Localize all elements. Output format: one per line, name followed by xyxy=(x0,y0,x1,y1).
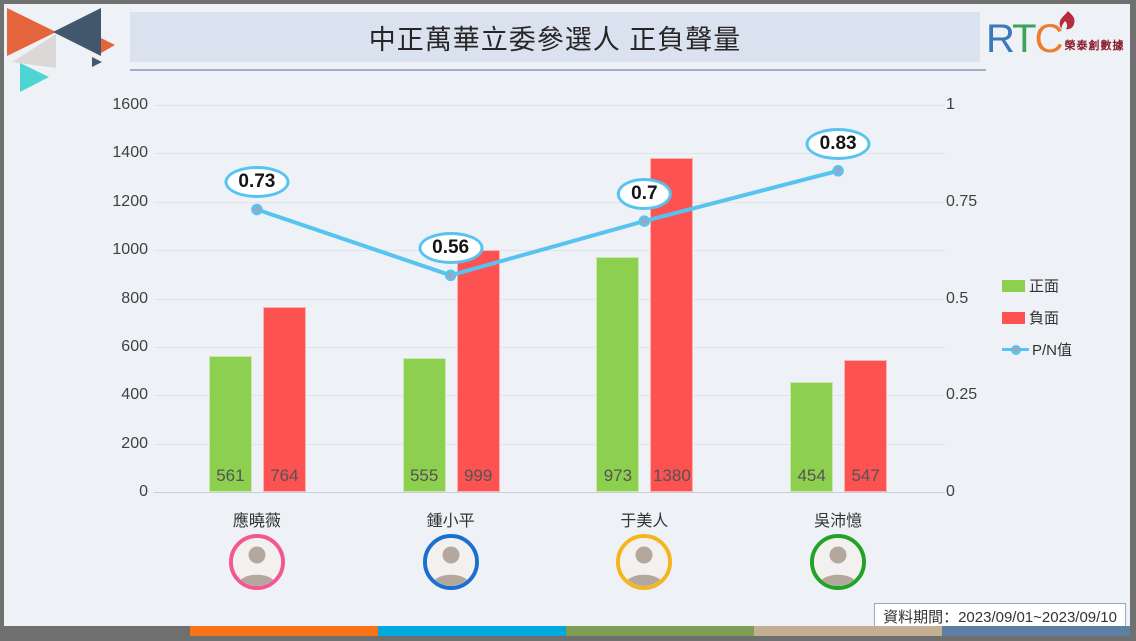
grid-line xyxy=(154,105,945,106)
bottom-bar xyxy=(4,626,1130,641)
person-silhouette-icon xyxy=(620,538,669,586)
strip-segment xyxy=(942,626,1130,636)
header-band: 中正萬華立委參選人 正負聲量 xyxy=(130,12,980,62)
pn-value-label: 0.56 xyxy=(418,232,484,265)
bar-negative xyxy=(456,250,500,492)
pn-value-label: 0.83 xyxy=(805,127,871,160)
y-axis-label-right: 0.25 xyxy=(946,386,978,404)
rtc-logo: RTC 榮泰創數據 xyxy=(986,11,1125,61)
pn-point xyxy=(251,203,263,216)
footer-strip xyxy=(190,626,1130,636)
pn-point xyxy=(444,269,457,282)
bar-positive xyxy=(208,356,252,492)
category-label: 吳沛憶 xyxy=(814,513,863,530)
bar-positive xyxy=(402,357,446,492)
grid-line xyxy=(154,298,945,300)
category-label: 應曉薇 xyxy=(232,513,281,530)
decor-triangles-icon xyxy=(7,8,115,92)
y-axis-label-left: 400 xyxy=(121,386,148,404)
pn-point xyxy=(832,165,844,177)
legend: 正面負面 P/N值 xyxy=(1002,276,1072,372)
avatar xyxy=(616,534,673,590)
category-label: 鍾小平 xyxy=(426,513,475,530)
legend-item: 負面 xyxy=(1002,308,1072,327)
bar-negative xyxy=(844,359,888,492)
logo-letter-c: C xyxy=(1034,17,1064,61)
bar-value-label: 454 xyxy=(797,466,826,485)
pn-point xyxy=(638,215,651,227)
avatar xyxy=(228,534,285,590)
brand-text: 榮泰創數據 xyxy=(1064,40,1125,52)
bar-value-label: 973 xyxy=(603,466,633,485)
pn-line xyxy=(251,165,844,282)
legend-swatch xyxy=(1002,311,1025,324)
strip-segment xyxy=(378,626,566,636)
bar-positive xyxy=(790,382,834,492)
person-silhouette-icon xyxy=(426,538,475,586)
y-axis-label-left: 1600 xyxy=(112,96,148,113)
avatar xyxy=(422,534,479,590)
bar-value-label: 561 xyxy=(216,466,245,485)
bar-value-label: 764 xyxy=(270,466,299,485)
grid-line xyxy=(154,153,945,155)
bar-value-label: 555 xyxy=(409,466,439,485)
period-label: 資料期間：2023/09/01~2023/09/10 xyxy=(883,609,1117,626)
bar-negative xyxy=(262,307,306,492)
y-axis-label-left: 1000 xyxy=(112,241,148,259)
bar-value-label: 999 xyxy=(463,466,493,485)
avatar xyxy=(810,534,867,590)
page-title: 中正萬華立委參選人 正負聲量 xyxy=(368,24,742,55)
y-axis-label-left: 1200 xyxy=(112,192,148,210)
legend-swatch xyxy=(1002,344,1029,355)
strip-segment xyxy=(190,626,378,636)
bar-value-label: 1380 xyxy=(652,466,691,485)
legend-swatch xyxy=(1002,279,1025,292)
y-axis-label-right: 0.5 xyxy=(946,289,969,307)
y-axis-label-left: 600 xyxy=(121,337,148,355)
y-axis-label-right: 0 xyxy=(946,483,955,500)
y-axis-label-right: 0.75 xyxy=(946,192,978,210)
y-axis-label-left: 200 xyxy=(121,434,148,452)
strip-segment xyxy=(566,626,754,636)
grid-line xyxy=(154,395,945,397)
pn-value-label: 0.73 xyxy=(224,166,290,199)
grid-line xyxy=(154,346,945,348)
legend-label: 正面 xyxy=(1029,278,1060,295)
legend-label: 負面 xyxy=(1029,310,1060,327)
grid-line xyxy=(154,201,945,203)
legend-item: 正面 xyxy=(1002,276,1072,295)
y-axis-label-left: 1400 xyxy=(112,144,148,162)
grid-line xyxy=(154,250,945,252)
flame-icon xyxy=(1059,11,1075,30)
bar-value-label: 547 xyxy=(851,466,880,485)
grid-line xyxy=(154,443,945,445)
bar-negative xyxy=(650,158,694,492)
y-axis-label-left: 800 xyxy=(121,289,148,307)
header-underline xyxy=(130,69,986,71)
category-label: 于美人 xyxy=(620,513,669,530)
logo-letter-t: T xyxy=(1012,17,1036,61)
y-axis-label-right: 1 xyxy=(946,96,955,113)
person-silhouette-icon xyxy=(814,538,863,586)
logo-letters: RTC xyxy=(986,11,1075,61)
grid-line xyxy=(154,492,945,493)
pn-value-label: 0.7 xyxy=(617,178,672,211)
legend-line-dot xyxy=(1011,344,1021,355)
y-axis-label-left: 0 xyxy=(139,483,148,500)
legend-item: P/N值 xyxy=(1002,340,1072,359)
bar-positive xyxy=(596,256,640,492)
logo-letter-r: R xyxy=(986,17,1014,61)
legend-label: P/N值 xyxy=(1032,342,1073,359)
strip-segment xyxy=(754,626,942,636)
person-silhouette-icon xyxy=(232,538,281,586)
